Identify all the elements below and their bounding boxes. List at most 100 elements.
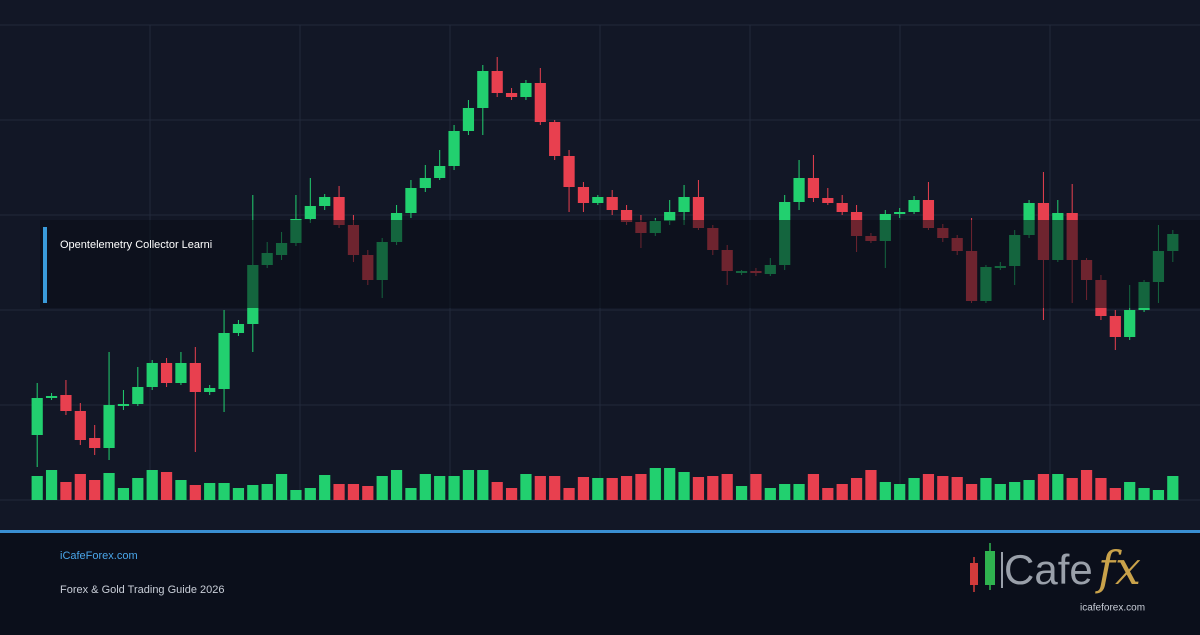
logo-text: Cafe xyxy=(1004,546,1093,593)
candle-body xyxy=(793,178,805,202)
volume-bar xyxy=(304,488,316,500)
volume-bar xyxy=(347,484,360,500)
candle-body xyxy=(103,405,115,448)
volume-bar xyxy=(951,477,963,500)
candle-body xyxy=(577,187,590,203)
volume-bar xyxy=(434,476,446,500)
candle-body xyxy=(606,197,618,210)
volume-bar xyxy=(1095,478,1107,500)
volume-bar xyxy=(189,485,201,500)
site-link[interactable]: iCafeForex.com xyxy=(60,550,138,562)
candle-body xyxy=(922,200,935,228)
volume-bar xyxy=(606,478,618,500)
candle-body xyxy=(894,212,906,214)
candle-body xyxy=(333,197,345,225)
volume-bar xyxy=(692,477,705,500)
volume-bar xyxy=(649,468,661,500)
volume-bar xyxy=(1023,480,1035,500)
volume-bar xyxy=(247,485,259,500)
volume-bar xyxy=(577,477,590,500)
volume-bar xyxy=(362,486,374,500)
volume-bar xyxy=(1037,474,1050,500)
volume-bar xyxy=(491,482,503,500)
volume-bar xyxy=(132,478,144,500)
volume-bar xyxy=(1124,482,1136,500)
candle-body xyxy=(520,83,532,97)
candle-body xyxy=(189,363,201,392)
candle-body xyxy=(534,83,546,122)
volume-bar xyxy=(1109,488,1121,500)
candle-body xyxy=(563,156,575,187)
candle-body xyxy=(822,198,834,203)
candle-body xyxy=(160,363,173,383)
volume-bar xyxy=(879,482,891,500)
volume-bar xyxy=(1167,476,1179,500)
logo-url: icafeforex.com xyxy=(1080,603,1145,614)
volume-bar xyxy=(74,474,86,500)
volume-bar xyxy=(965,484,978,500)
volume-bar xyxy=(290,490,302,500)
volume-bar xyxy=(750,474,762,500)
volume-bar xyxy=(922,474,935,500)
volume-bar xyxy=(635,474,647,500)
logo: Cafe fx icafeforex.com xyxy=(970,541,1145,614)
candle-body xyxy=(175,363,187,383)
candle-body xyxy=(232,324,245,333)
candle-body xyxy=(908,200,920,212)
candle-body xyxy=(477,71,489,108)
candle-body xyxy=(60,395,72,411)
volume-bar xyxy=(850,478,863,500)
footer-background xyxy=(0,533,1200,630)
candle-body xyxy=(319,197,331,206)
volume-bar xyxy=(520,474,532,500)
volume-bar xyxy=(894,484,906,500)
volume-bar xyxy=(117,488,130,500)
card-subtitle: Forex & Gold Trading Guide 2026 xyxy=(60,584,224,596)
volume-bar xyxy=(822,488,834,500)
title-accent xyxy=(43,227,47,303)
candle-body xyxy=(592,197,604,203)
volume-bar xyxy=(764,488,776,500)
volume-bar xyxy=(620,476,633,500)
volume-bar xyxy=(448,476,460,500)
volume-bar xyxy=(60,482,72,500)
divider xyxy=(0,530,1200,533)
volume-bar xyxy=(1009,482,1021,500)
volume-bar xyxy=(405,488,417,500)
candle-body xyxy=(218,333,230,389)
volume-bar xyxy=(937,476,949,500)
candle-body xyxy=(448,131,460,166)
logo-icon xyxy=(985,551,995,585)
candle-body xyxy=(419,178,431,188)
candle-body xyxy=(620,210,633,222)
volume-bar xyxy=(1052,474,1064,500)
candle-body xyxy=(117,404,130,406)
logo-icon xyxy=(970,563,978,585)
candle-body xyxy=(462,108,475,131)
volume-bar xyxy=(261,484,273,500)
volume-bar xyxy=(836,484,848,500)
volume-bar xyxy=(45,470,58,500)
volume-bar xyxy=(89,480,101,500)
candle-body xyxy=(807,178,820,198)
volume-bar xyxy=(980,478,992,500)
candle-body xyxy=(1109,316,1121,337)
volume-bar xyxy=(1152,490,1165,500)
volume-bar xyxy=(462,470,475,500)
volume-bar xyxy=(908,478,920,500)
volume-bar xyxy=(218,483,230,500)
volume-bar xyxy=(865,470,877,500)
candle-body xyxy=(304,206,316,219)
volume-bar xyxy=(793,484,805,500)
volume-bar xyxy=(1080,470,1093,500)
card-title: Opentelemetry Collector Learni xyxy=(60,239,212,251)
volume-bar xyxy=(333,484,345,500)
volume-bar xyxy=(664,468,676,500)
volume-bar xyxy=(275,474,288,500)
volume-bar xyxy=(390,470,403,500)
volume-bar xyxy=(534,476,546,500)
volume-bar xyxy=(146,470,158,500)
candle-body xyxy=(549,122,561,156)
volume-bar xyxy=(721,474,733,500)
